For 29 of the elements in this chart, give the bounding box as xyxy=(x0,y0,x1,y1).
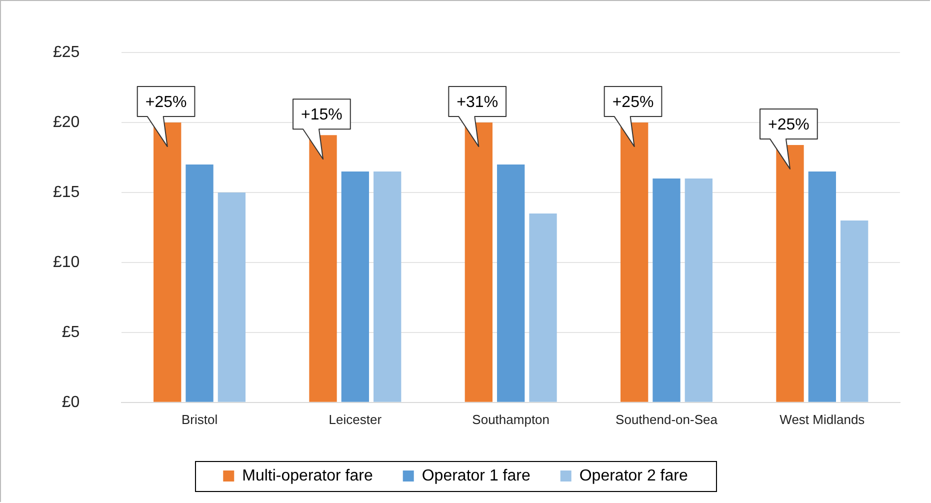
x-tick-label: Southampton xyxy=(472,412,550,427)
annotation: +25% xyxy=(612,94,654,111)
annotation: +31% xyxy=(456,94,498,111)
annotation: +15% xyxy=(301,106,342,124)
bar xyxy=(186,164,214,402)
bar xyxy=(218,192,246,402)
legend-label: Multi-operator fare xyxy=(242,467,373,484)
legend-label: Operator 1 fare xyxy=(422,467,530,484)
y-tick-label: £5 xyxy=(62,324,80,341)
y-tick-label: £10 xyxy=(52,254,80,271)
bar xyxy=(808,172,836,402)
bar xyxy=(840,220,868,402)
y-tick-label: £20 xyxy=(52,114,80,131)
y-tick-label: £0 xyxy=(62,394,80,411)
bar xyxy=(374,172,402,402)
x-tick-label: Bristol xyxy=(181,412,218,427)
legend-label: Operator 2 fare xyxy=(579,467,688,484)
x-tick-label: West Midlands xyxy=(780,412,866,427)
annotation: +25% xyxy=(768,116,810,134)
bar xyxy=(652,178,680,402)
bar xyxy=(497,164,525,402)
bar xyxy=(684,178,713,402)
y-tick-label: £15 xyxy=(52,184,80,201)
x-tick-label: Leicester xyxy=(328,412,382,427)
annotation: +25% xyxy=(145,94,187,111)
y-tick-label: £25 xyxy=(52,44,80,62)
x-tick-label: Southend-on-Sea xyxy=(616,412,718,427)
bar xyxy=(529,214,557,402)
bar xyxy=(341,172,370,402)
